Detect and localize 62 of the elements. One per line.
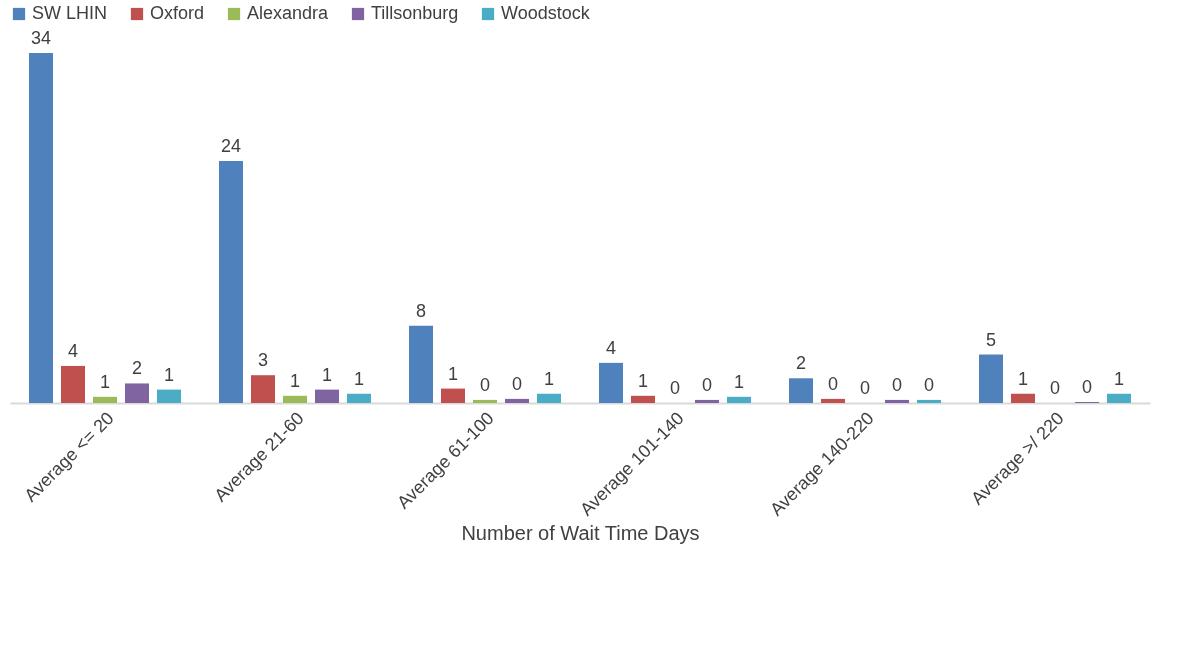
data-label: 0 [511, 373, 523, 394]
bar [125, 383, 149, 403]
legend-label: Oxford [150, 3, 205, 23]
bar [219, 161, 243, 403]
x-axis-title: Number of Wait Time Days [461, 521, 700, 544]
bar [29, 53, 53, 403]
bar [61, 365, 85, 403]
bar [599, 362, 623, 403]
legend-label: Tillsonburg [371, 3, 459, 23]
bar [157, 389, 181, 403]
bar [537, 393, 561, 403]
bar [789, 378, 813, 403]
data-label: 1 [447, 363, 459, 384]
bar [315, 389, 339, 403]
data-label: 24 [220, 136, 242, 157]
data-label: 1 [1113, 368, 1125, 389]
data-label: 8 [415, 300, 427, 321]
data-label: 4 [67, 340, 79, 361]
bar [727, 396, 751, 403]
data-label: 1 [637, 370, 649, 391]
legend-label: Alexandra [247, 3, 330, 23]
data-label: 0 [701, 374, 713, 395]
data-label: 1 [543, 368, 555, 389]
bar [505, 398, 529, 403]
data-label: 1 [321, 364, 333, 385]
data-label: 0 [1049, 378, 1061, 398]
data-label: 0 [479, 374, 491, 395]
data-label: 0 [827, 373, 839, 394]
data-label: 0 [669, 378, 681, 398]
data-label: 1 [163, 364, 175, 385]
data-label: 34 [30, 28, 52, 48]
data-label: 0 [923, 374, 935, 395]
data-label: 5 [985, 329, 997, 350]
bar [251, 375, 275, 403]
bar [631, 395, 655, 403]
bar [1011, 393, 1035, 403]
data-label: 0 [1081, 376, 1093, 397]
bar [409, 325, 433, 403]
data-label: 1 [99, 371, 111, 392]
data-label: 0 [859, 378, 871, 398]
data-label: 2 [131, 358, 143, 379]
data-label: 4 [605, 337, 617, 358]
legend-label: SW LHIN [32, 3, 108, 23]
data-label: 1 [1017, 368, 1029, 389]
data-label: 3 [257, 350, 269, 371]
data-label: 1 [289, 370, 301, 391]
data-label: 1 [733, 371, 745, 392]
bar [283, 395, 307, 403]
data-label: 1 [353, 368, 365, 389]
legend-label: Woodstock [501, 3, 591, 23]
bar [1107, 393, 1131, 403]
bar [917, 399, 941, 403]
bar [885, 399, 909, 403]
bar [347, 393, 371, 403]
data-label: 0 [891, 374, 903, 395]
bar [473, 399, 497, 403]
data-label: 2 [795, 353, 807, 374]
bar [979, 354, 1003, 403]
bar [441, 388, 465, 403]
bar [821, 398, 845, 403]
bar [695, 399, 719, 403]
bar [93, 396, 117, 403]
